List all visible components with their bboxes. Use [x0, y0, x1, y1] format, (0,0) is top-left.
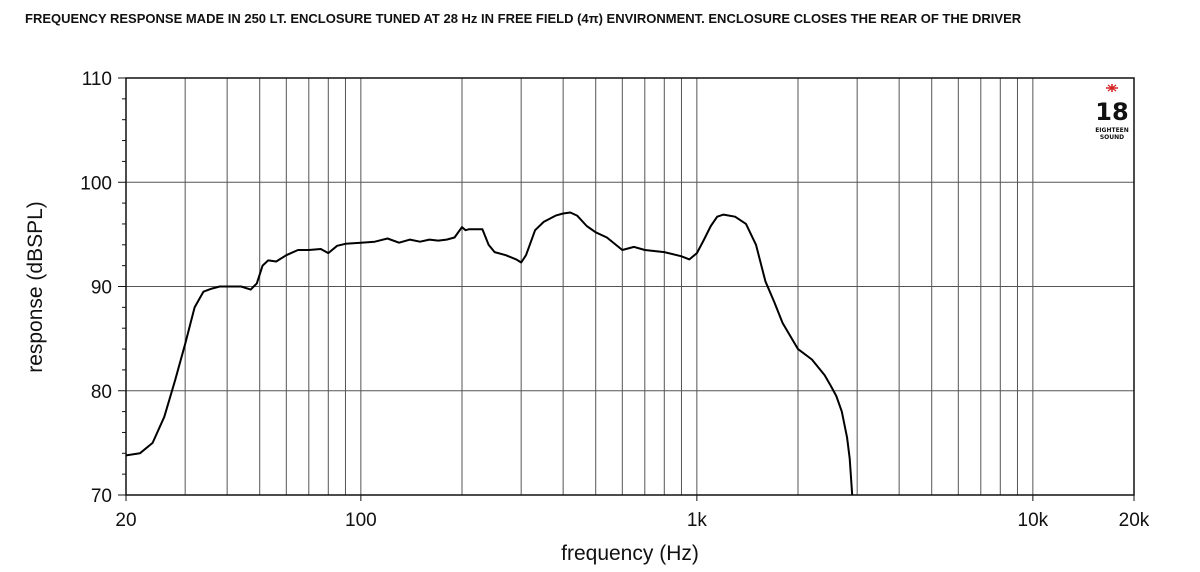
- axis-tick-marks: [118, 77, 1135, 501]
- x-tick-label: 100: [345, 510, 377, 531]
- y-tick-label: 70: [91, 486, 112, 507]
- response-curve: [125, 211, 854, 496]
- y-tick-labels: 70 80 90 100 110: [80, 69, 112, 507]
- x-tick-label: 10k: [1018, 510, 1049, 531]
- svg-text:18: 18: [1095, 98, 1128, 126]
- y-tick-label: 100: [80, 173, 112, 194]
- x-tick-label: 20: [115, 510, 136, 531]
- x-tick-labels: 20 100 1k 10k 20k: [115, 510, 1149, 531]
- eighteen-sound-logo-icon: 18 EIGHTEEN SOUND: [1095, 84, 1129, 141]
- y-tick-label: 110: [82, 69, 112, 90]
- y-tick-label: 90: [91, 278, 112, 299]
- svg-text:SOUND: SOUND: [1100, 134, 1124, 141]
- x-axis-label: frequency (Hz): [561, 542, 699, 565]
- grid: [126, 78, 1134, 495]
- y-axis-label: response (dBSPL): [24, 201, 47, 373]
- x-tick-label: 20k: [1119, 510, 1150, 531]
- svg-text:EIGHTEEN: EIGHTEEN: [1095, 127, 1129, 134]
- y-tick-label: 80: [91, 382, 112, 403]
- chart-title: FREQUENCY RESPONSE MADE IN 250 LT. ENCLO…: [25, 11, 1022, 26]
- x-tick-label: 1k: [687, 510, 708, 531]
- star-icon: [1106, 84, 1118, 92]
